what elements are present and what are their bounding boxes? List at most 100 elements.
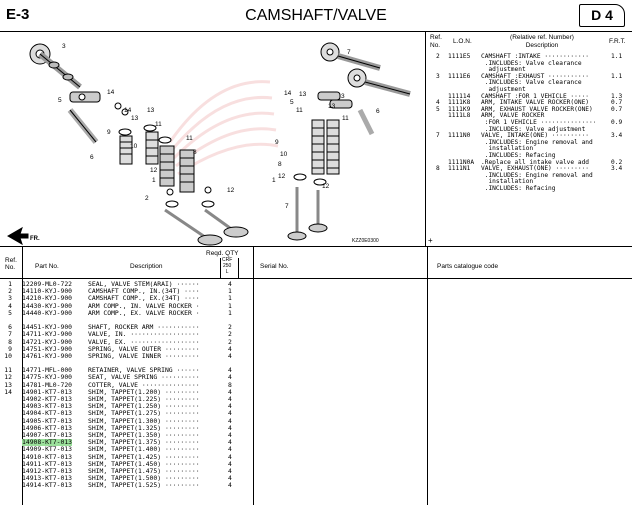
part-number[interactable]: 14430-KYJ-900 [22, 301, 73, 310]
quantity: 2 [228, 337, 232, 346]
camshafts-right [320, 42, 411, 97]
ref-panel-row: .INCLUDES: Valve clearance [428, 60, 632, 68]
col-divider [427, 247, 428, 505]
part-row[interactable]: 4 14430-KYJ-900 ARM COMP., IN. VALVE ROCKE… [0, 301, 632, 310]
part-row[interactable]: 14903-KT7-013 SHIM, TAPPET(1.250) ·······… [0, 402, 632, 411]
part-number[interactable]: 14781-ML0-720 [22, 380, 73, 389]
part-description: SHIM, TAPPET(1.525) ········· [88, 481, 200, 490]
callout-label: 5 [58, 97, 62, 104]
ref-no: 3 [8, 294, 12, 303]
part-number[interactable]: 14905-KT7-013 [22, 416, 73, 425]
part-number[interactable]: 14771-MFL-000 [22, 366, 73, 375]
part-row[interactable]: 14909-KT7-013 SHIM, TAPPET(1.400) ·······… [0, 446, 632, 453]
part-row[interactable]: 2 14110-KYJ-900 CAMSHAFT COMP., IN.(34T) ·… [0, 287, 632, 296]
part-row[interactable]: 5 14440-KYJ-900 ARM COMP., EX. VALVE ROCKE… [0, 308, 632, 317]
part-number[interactable]: 12209-ML0-722 [22, 280, 73, 288]
part-number[interactable]: 14451-KYJ-900 [22, 323, 73, 332]
callout-label: 8 [193, 149, 197, 156]
part-number[interactable]: 14901-KT7-013 [22, 387, 73, 396]
part-number[interactable]: 14906-KT7-013 [22, 423, 73, 432]
labor-description: CAMSHAFT :FOR 1 VEHICLE ····· [481, 92, 590, 100]
section-code: E-3 [6, 6, 30, 23]
ref-no: 8 [8, 337, 12, 346]
part-number[interactable]: 14761-KYJ-900 [22, 351, 73, 360]
callout-label: 14 [107, 89, 115, 96]
part-number[interactable]: 14911-KT7-013 [22, 459, 73, 468]
quantity: 4 [228, 452, 232, 461]
ref-panel-row: .INCLUDES: Engine removal and [428, 172, 632, 180]
part-number[interactable]: 14910-KT7-013 [22, 452, 73, 461]
part-number[interactable]: 14914-KT7-013 [22, 481, 73, 490]
quantity: 4 [228, 395, 232, 403]
part-row[interactable]: 11 14771-MFL-000 RETAINER, VALVE SPRING ··… [0, 367, 632, 374]
part-description: SPRING, VALVE INNER ········· [88, 351, 200, 360]
part-number[interactable]: 14775-KYJ-900 [22, 373, 73, 382]
part-row[interactable]: 14913-KT7-013 SHIM, TAPPET(1.500) ·······… [0, 474, 632, 483]
part-row[interactable]: 6 14451-KYJ-900 SHAFT, ROCKER ARM ········… [0, 323, 632, 332]
lon-code: 1111E5 [448, 53, 471, 60]
part-row[interactable]: 14914-KT7-013 SHIM, TAPPET(1.525) ·······… [0, 482, 632, 489]
part-row[interactable]: 14 14901-KT7-013 SHIM, TAPPET(1.200) ·····… [0, 387, 632, 396]
part-row[interactable]: 14906-KT7-013 SHIM, TAPPET(1.325) ·······… [0, 423, 632, 432]
part-row[interactable]: 14908-KT7-013 SHIM, TAPPET(1.375) ·······… [0, 438, 632, 447]
part-row[interactable]: 14910-KT7-013 SHIM, TAPPET(1.425) ·······… [0, 452, 632, 461]
part-number[interactable]: 14904-KT7-013 [22, 409, 73, 418]
quantity: 4 [228, 481, 232, 490]
quantity: 4 [228, 373, 232, 382]
part-row[interactable]: 14902-KT7-013 SHIM, TAPPET(1.225) ·······… [0, 395, 632, 403]
part-number[interactable]: 14440-KYJ-900 [22, 308, 73, 317]
parts-table-body: 1 12209-ML0-722 SEAL, VALVE STEM(ARAI) ···… [0, 280, 632, 489]
lon-code: 111114 [448, 92, 471, 100]
part-row[interactable]: 3 14210-KYJ-900 CAMSHAFT COMP., EX.(34T) ·… [0, 295, 632, 302]
part-number[interactable]: 14908-KT7-013 [22, 438, 73, 447]
part-row[interactable]: 12 14775-KYJ-900 SEAT, VALVE SPRING ······… [0, 374, 632, 381]
part-row[interactable]: 14911-KT7-013 SHIM, TAPPET(1.450) ·······… [0, 459, 632, 468]
part-number[interactable]: 14907-KT7-013 [22, 430, 73, 439]
ref-no: 14 [4, 387, 12, 396]
part-number[interactable]: 14721-KYJ-900 [22, 337, 73, 346]
labor-description: ARM, EXHAUST VALVE ROCKER(ONE) [481, 105, 593, 113]
part-number[interactable]: 14903-KT7-013 [22, 402, 73, 411]
labor-description: VALVE, EXHAUST(ONE) ········· [481, 165, 590, 173]
part-number[interactable]: 14909-KT7-013 [22, 445, 73, 454]
part-number[interactable]: 14751-KYJ-900 [22, 344, 73, 353]
lon-header: L.O.N. [453, 38, 472, 45]
callout-label: 5 [290, 99, 294, 106]
part-number[interactable]: 14902-KT7-013 [22, 395, 73, 403]
frt-value: 0.9 [611, 118, 623, 126]
quantity: 4 [228, 387, 232, 396]
ref-no: 7 [436, 132, 440, 140]
part-description: SHIM, TAPPET(1.400) ········· [88, 445, 200, 454]
part-number[interactable]: 14912-KT7-013 [22, 466, 73, 475]
diagram-code: KZZ0E0300 [352, 238, 379, 244]
lon-code: 1111K9 [448, 105, 471, 113]
part-number[interactable]: 14210-KYJ-900 [22, 294, 73, 303]
quantity: 4 [228, 280, 232, 288]
part-description: SHIM, TAPPET(1.475) ········· [88, 466, 200, 475]
callout-label: 1 [272, 177, 276, 184]
frt-value: 0.2 [611, 158, 623, 166]
lon-code: 1111E6 [448, 72, 471, 80]
ref-panel-row: 5 1111K9 ARM, EXHAUST VALVE ROCKER(ONE) 0.7 [428, 105, 632, 114]
part-row[interactable]: 13 14781-ML0-720 COTTER, VALVE ···········… [0, 380, 632, 389]
ref-panel-row: .INCLUDES: Refacing [428, 152, 632, 160]
part-number[interactable]: 14711-KYJ-900 [22, 330, 73, 339]
ref-no: 13 [4, 380, 12, 389]
part-row[interactable]: 14905-KT7-013 SHIM, TAPPET(1.300) ·······… [0, 416, 632, 425]
part-row[interactable]: 9 14751-KYJ-900 SPRING, VALVE OUTER ······… [0, 344, 632, 353]
part-row[interactable]: 10 14761-KYJ-900 SPRING, VALVE INNER ·····… [0, 351, 632, 360]
quantity: 4 [228, 445, 232, 454]
part-description: VALVE, IN. ·················· [88, 330, 200, 339]
rocker-arm-left [69, 91, 101, 103]
part-row[interactable]: 14907-KT7-013 SHIM, TAPPET(1.350) ·······… [0, 430, 632, 439]
part-row[interactable]: 7 14711-KYJ-900 VALVE, IN. ···············… [0, 331, 632, 338]
part-row[interactable]: 1 12209-ML0-722 SEAL, VALVE STEM(ARAI) ···… [0, 280, 632, 288]
description-header: (Relative ref. Number) Description [510, 34, 574, 49]
part-number[interactable]: 14913-KT7-013 [22, 474, 73, 483]
part-number[interactable]: 14110-KYJ-900 [22, 287, 73, 296]
part-row[interactable]: 14904-KT7-013 SHIM, TAPPET(1.275) ·······… [0, 410, 632, 417]
part-row[interactable]: 14912-KT7-013 SHIM, TAPPET(1.475) ·······… [0, 466, 632, 475]
part-row[interactable]: 8 14721-KYJ-900 VALVE, EX. ···············… [0, 337, 632, 346]
